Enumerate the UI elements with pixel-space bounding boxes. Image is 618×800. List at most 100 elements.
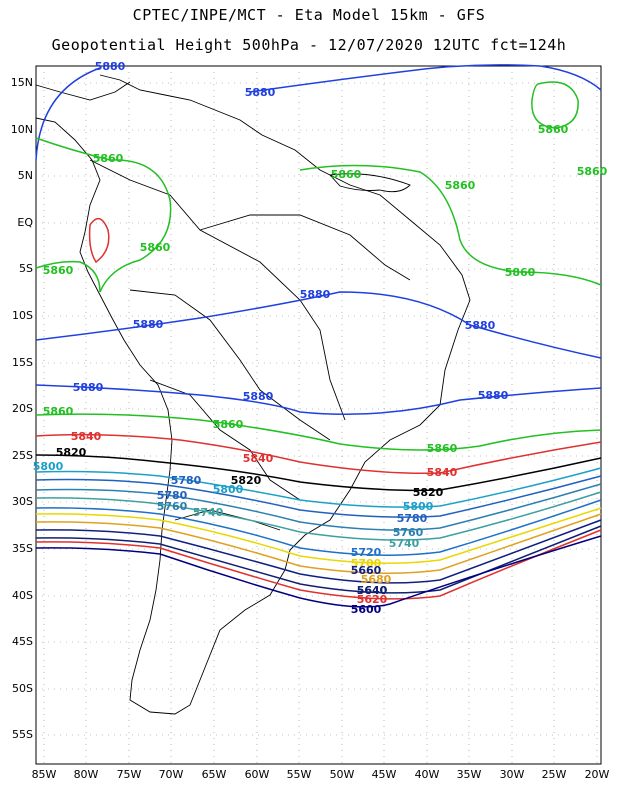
contour-5820 — [35, 454, 602, 492]
contour-5860-sw — [35, 260, 101, 293]
lat-label-40s: 40S — [12, 589, 33, 602]
latitude-labels: 15N 10N 5N EQ 5S 10S 15S 20S 25S 30S 35S 40S 45S 50S 5… — [11, 76, 34, 741]
contour-label-5680: 5680 — [361, 573, 392, 586]
lat-label-10n: 10N — [11, 123, 33, 136]
contour-label-5700: 5700 — [351, 557, 382, 570]
contour-5860-cell — [531, 81, 579, 129]
contour-5720 — [35, 499, 602, 556]
contour-label-5880: 5880 — [465, 319, 496, 332]
contour-label-5780: 5780 — [157, 489, 188, 502]
contour-5860-west — [35, 137, 172, 293]
lon-label-85w: 85W — [32, 768, 57, 781]
contour-label-5840: 5840 — [427, 466, 458, 479]
lon-label-60w: 60W — [245, 768, 270, 781]
contour-label-5780: 5780 — [397, 512, 428, 525]
contour-5640 — [35, 525, 602, 594]
lon-label-70w: 70W — [159, 768, 184, 781]
contour-label-5860: 5860 — [538, 123, 569, 136]
lon-label-65w: 65W — [202, 768, 227, 781]
contour-label-5880: 5880 — [95, 60, 126, 73]
contour-5740 — [35, 491, 602, 541]
lat-label-35s: 35S — [12, 542, 33, 555]
lon-label-25w: 25W — [542, 768, 567, 781]
lat-label-55s: 55S — [12, 728, 33, 741]
contour-5600 — [35, 535, 602, 608]
contour-label-5860: 5860 — [43, 405, 74, 418]
contour-5700 — [35, 507, 602, 564]
country-borders — [89, 159, 411, 531]
coast-mainland — [35, 74, 471, 715]
contour-5880-mid — [35, 291, 602, 359]
coast-central-america — [35, 81, 131, 101]
contour-label-5860: 5860 — [213, 418, 244, 431]
contour-label-5740: 5740 — [389, 537, 420, 550]
lat-label-15n: 15N — [11, 76, 33, 89]
contour-5860-south — [35, 413, 602, 451]
lon-label-45w: 45W — [372, 768, 397, 781]
contour-label-5820: 5820 — [56, 446, 87, 459]
contour-label-5860: 5860 — [427, 442, 458, 455]
contour-labels: 5880 5880 5880 5880 5880 5880 5880 5880 5860 5860… — [33, 60, 608, 616]
contour-label-5840: 5840 — [243, 452, 274, 465]
lon-label-30w: 30W — [500, 768, 525, 781]
contour-label-5880: 5880 — [300, 288, 331, 301]
contour-label-5860: 5860 — [331, 168, 362, 181]
contour-label-5720: 5720 — [351, 546, 382, 559]
contour-label-5880: 5880 — [245, 86, 276, 99]
contour-label-5880: 5880 — [478, 389, 509, 402]
lon-label-20w: 20W — [585, 768, 610, 781]
contour-label-5860: 5860 — [445, 179, 476, 192]
lat-label-5n: 5N — [18, 169, 33, 182]
lon-label-50w: 50W — [330, 768, 355, 781]
contour-5840-andes — [88, 217, 110, 264]
contour-label-5760: 5760 — [157, 500, 188, 513]
lon-label-35w: 35W — [457, 768, 482, 781]
contour-label-5660: 5660 — [351, 564, 382, 577]
lat-label-eq: EQ — [17, 216, 33, 229]
contour-5840 — [35, 433, 602, 474]
contour-label-5880: 5880 — [243, 390, 274, 403]
lat-label-30s: 30S — [12, 495, 33, 508]
lon-label-55w: 55W — [287, 768, 312, 781]
contour-label-5880: 5880 — [73, 381, 104, 394]
lat-label-10s: 10S — [12, 309, 33, 322]
map-subtitle: Geopotential Height 500hPa - 12/07/2020 … — [51, 36, 567, 54]
contour-label-5640: 5640 — [357, 584, 388, 597]
contour-5760 — [35, 483, 602, 531]
contour-label-5800: 5800 — [403, 500, 434, 513]
contour-label-5860: 5860 — [140, 241, 171, 254]
contour-label-5840: 5840 — [71, 430, 102, 443]
contour-5800 — [35, 467, 602, 508]
contour-5880-nw — [35, 67, 101, 161]
contour-label-5880: 5880 — [133, 318, 164, 331]
contour-5780 — [35, 475, 602, 518]
longitude-labels: 85W 80W 75W 70W 65W 60W 55W 50W 45W 40W 35W 30W 25W 2… — [32, 768, 610, 781]
island-caribbean — [329, 173, 411, 193]
lon-label-40w: 40W — [415, 768, 440, 781]
lon-label-80w: 80W — [74, 768, 99, 781]
contour-5680 — [35, 513, 602, 574]
contour-label-5760: 5760 — [393, 526, 424, 539]
lat-label-50s: 50S — [12, 682, 33, 695]
contour-label-5820: 5820 — [413, 486, 444, 499]
contour-5880-north — [249, 64, 602, 93]
contour-5860-east — [299, 164, 602, 286]
lat-label-5s: 5S — [19, 262, 33, 275]
contour-label-5860: 5860 — [43, 264, 74, 277]
contour-label-5800: 5800 — [33, 460, 64, 473]
lon-label-75w: 75W — [117, 768, 142, 781]
contour-5660 — [35, 519, 602, 584]
contour-5880-south — [35, 384, 602, 416]
contour-label-5780: 5780 — [171, 474, 202, 487]
contour-label-5620: 5620 — [357, 593, 388, 606]
map-title: CPTEC/INPE/MCT - Eta Model 15km - GFS — [132, 6, 486, 24]
contour-label-5800: 5800 — [213, 483, 244, 496]
contour-label-5820: 5820 — [231, 474, 262, 487]
contour-label-5640: 5640 — [357, 584, 388, 597]
contour-label-5740: 5740 — [193, 506, 224, 519]
contours — [35, 64, 602, 608]
coastlines — [35, 74, 471, 715]
contour-label-5860: 5860 — [93, 152, 124, 165]
lat-label-25s: 25S — [12, 449, 33, 462]
